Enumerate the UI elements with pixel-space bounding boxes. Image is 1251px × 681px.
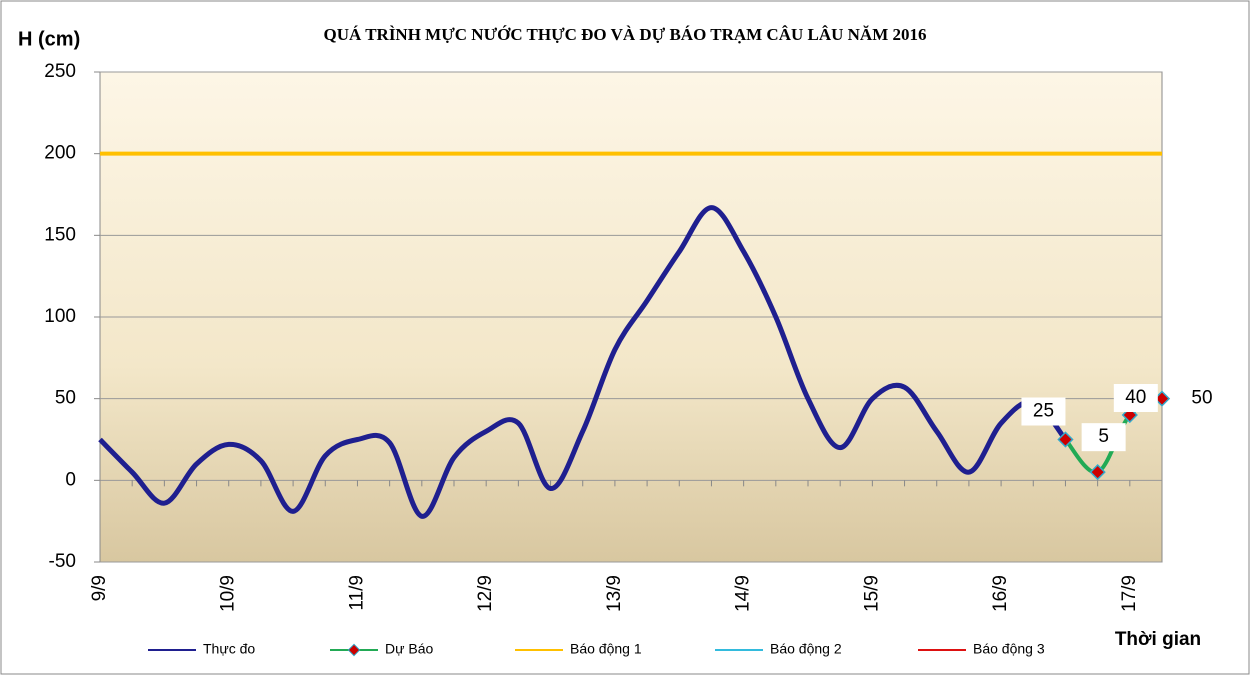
legend-label: Dự Báo [385,641,433,657]
y-tick-label: 50 [55,388,76,409]
legend-label: Báo động 1 [570,641,642,657]
data-label-box [1081,423,1126,452]
marker [1153,390,1171,407]
x-axis-label: Thời gian [1115,629,1201,650]
data-label: 25 [1033,401,1054,422]
data-label-box [1021,397,1066,426]
marker [1057,431,1074,448]
y-tick-label: 150 [44,224,76,245]
y-tick-label: 100 [44,306,76,327]
y-tick-label: 200 [44,143,76,164]
marker [1089,464,1106,481]
legend-label: Thực đo [203,641,255,657]
legend-label: Báo động 3 [973,641,1045,657]
y-tick-label: 0 [65,469,76,490]
data-label-box [1113,384,1158,412]
legend-marker [347,643,361,657]
x-tick-label: 17/9 [1119,575,1140,612]
data-label: 5 [1098,426,1109,447]
x-tick-label: 15/9 [861,575,882,612]
x-tick-label: 12/9 [475,575,496,612]
y-tick-label: 250 [44,61,76,82]
series-line [98,205,1068,519]
x-tick-label: 10/9 [218,575,239,612]
x-tick-label: 13/9 [604,575,625,612]
chart-title: QUÁ TRÌNH MỰC NƯỚC THỰC ĐO VÀ DỰ BÁO TRẠ… [323,25,926,44]
y-axis-label: H (cm) [18,28,80,50]
data-label: 50 [1191,388,1212,409]
x-tick-label: 9/9 [89,575,110,601]
x-tick-label: 14/9 [733,575,754,612]
y-tick-label: -50 [49,551,76,572]
data-label: 40 [1125,387,1146,408]
x-tick-label: 11/9 [346,575,367,611]
x-tick-label: 16/9 [990,575,1011,612]
legend-label: Báo động 2 [770,641,842,657]
